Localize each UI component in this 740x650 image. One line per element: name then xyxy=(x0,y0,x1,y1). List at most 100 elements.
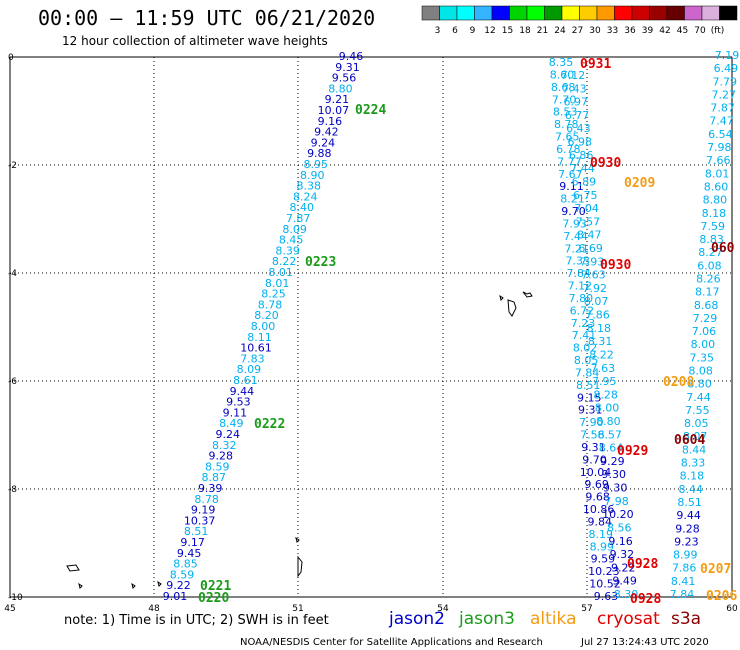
wave-height-value: 7.84 xyxy=(575,366,600,379)
wave-height-value: 10.86 xyxy=(583,503,615,516)
wave-height-value: 7.35 xyxy=(690,351,715,364)
wave-height-value: 8.99 xyxy=(590,540,615,553)
pass-label: 0207 xyxy=(700,562,731,577)
wave-height-value: 7.55 xyxy=(685,404,710,417)
credit-org: NOAA/NESDIS Center for Satellite Applica… xyxy=(240,637,543,648)
wave-height-value: 9.70 xyxy=(582,453,607,466)
pass-label: 0221 xyxy=(200,579,231,594)
island-shape xyxy=(297,555,303,578)
colorbar-label: 15 xyxy=(502,26,513,36)
colorbar-swatch xyxy=(544,5,563,21)
pass-label: 0220 xyxy=(198,591,229,606)
wave-height-value: 8.80 xyxy=(703,194,728,207)
colorbar-legend: 3 6 9 12 15 18 21 24 27 30 33 36 39 42 45 70 (ft) xyxy=(421,5,738,36)
wave-height-value: 10.52 xyxy=(589,578,621,591)
map-subtitle: 12 hour collection of altimeter wave hei… xyxy=(62,34,328,48)
wave-height-value: 8.59 xyxy=(205,460,230,473)
y-tick-label: -10 xyxy=(8,593,23,603)
wave-height-value: 8.07 xyxy=(683,430,708,443)
map-title: 00:00 – 11:59 UTC 06/21/2020 xyxy=(38,6,375,30)
x-tick-label: 48 xyxy=(148,604,160,614)
wave-height-value: 7.93 xyxy=(580,255,605,268)
colorbar-label: 18 xyxy=(519,26,531,36)
wave-height-value: 8.35 xyxy=(549,56,574,69)
colorbar-swatch xyxy=(719,5,738,21)
x-tick-label: 57 xyxy=(581,604,592,614)
wave-height-value: 8.38 xyxy=(297,180,322,193)
wave-height-value: 8.05 xyxy=(574,354,599,367)
wave-height-value: 9.19 xyxy=(191,504,216,517)
wave-height-value: 9.11 xyxy=(559,180,584,193)
wave-height-value: 9.11 xyxy=(223,406,248,419)
wave-height-value: 7.92 xyxy=(582,282,607,295)
wave-height-value: 9.31 xyxy=(581,441,606,454)
colorbar-swatch xyxy=(631,5,650,21)
wave-height-value: 8.64 xyxy=(599,442,624,455)
colorbar-label: 70 xyxy=(694,26,706,36)
wave-height-value: 8.59 xyxy=(170,568,195,581)
pass-label: 0930 xyxy=(600,258,631,273)
legend-jason3: jason3 xyxy=(458,609,515,629)
wave-height-value: 7.63 xyxy=(581,269,606,282)
x-tick-label: 54 xyxy=(437,604,449,614)
wave-height-value: 8.80 xyxy=(596,415,621,428)
wave-height-value: 9.31 xyxy=(578,404,603,417)
wave-height-value: 9.22 xyxy=(611,561,636,574)
wave-height-value: 9.32 xyxy=(610,548,635,561)
wave-height-value: 7.29 xyxy=(693,312,718,325)
colorbar-swatch xyxy=(421,5,440,21)
y-tick-label: 0 xyxy=(8,53,14,63)
wave-height-value: 9.15 xyxy=(577,391,602,404)
wave-height-value: 10.61 xyxy=(240,342,272,355)
wave-height-value: 8.44 xyxy=(679,483,704,496)
y-tick-label: -8 xyxy=(8,485,17,495)
wave-height-value: 8.95 xyxy=(304,158,329,171)
wave-height-value: 8.78 xyxy=(258,298,283,311)
legend-jason2: jason2 xyxy=(388,609,445,629)
colorbar-swatch xyxy=(596,5,615,21)
wave-height-value: 7.90 xyxy=(579,416,604,429)
colorbar-label: 27 xyxy=(572,26,583,36)
wave-height-value: 9.39 xyxy=(198,482,223,495)
wave-height-value: 9.22 xyxy=(166,579,191,592)
wave-height-value: 9.44 xyxy=(230,385,255,398)
wave-height-value: 7.67 xyxy=(558,168,583,181)
wave-height-value: 10.04 xyxy=(580,466,612,479)
pass-label: 0928 xyxy=(627,557,658,572)
wave-height-value: 9.29 xyxy=(600,455,625,468)
wave-height-value: 6.43 xyxy=(566,122,591,135)
wave-height-value: 9.30 xyxy=(602,468,627,481)
pass-label: 0931 xyxy=(580,57,611,72)
wave-height-value: 8.44 xyxy=(682,443,707,456)
colorbar-label: 24 xyxy=(554,26,566,36)
colorbar-label: 33 xyxy=(607,26,618,36)
wave-height-value: 9.88 xyxy=(307,147,332,160)
colorbar-swatch xyxy=(474,5,493,21)
pass-label: 0224 xyxy=(355,103,386,118)
wave-height-value: 9.68 xyxy=(585,491,610,504)
legend-cryosat: cryosat xyxy=(597,609,660,629)
wave-height-value: 8.00 xyxy=(691,338,716,351)
wave-height-value: 8.49 xyxy=(219,417,244,430)
wave-height-value: 8.00 xyxy=(251,320,276,333)
wave-height-value: 6.98 xyxy=(568,136,593,149)
wave-height-value: 8.17 xyxy=(695,286,720,299)
island-shape xyxy=(507,299,517,317)
wave-height-value: 8.45 xyxy=(279,234,304,247)
wave-height-value: 8.22 xyxy=(589,348,614,361)
wave-height-value: 6.69 xyxy=(578,242,603,255)
wave-height-value: 7.33 xyxy=(565,255,590,268)
wave-height-value: 8.08 xyxy=(688,365,713,378)
wave-height-value: 8.09 xyxy=(282,223,307,236)
wave-height-value: 9.24 xyxy=(311,136,336,149)
wave-height-value: 8.00 xyxy=(595,402,620,415)
wave-height-value: 8.19 xyxy=(589,528,614,541)
satellite-legend: jason2 jason3 altika cryosat s3a xyxy=(388,609,701,629)
wave-height-value: 7.12 xyxy=(568,280,593,293)
wave-height-value: 10.37 xyxy=(184,514,216,527)
wave-height-value: 8.51 xyxy=(677,496,702,509)
wave-height-value: 7.98 xyxy=(604,495,629,508)
wave-height-value: 7.43 xyxy=(562,82,587,95)
wave-height-value: 7.77 xyxy=(557,155,582,168)
wave-height-value: 8.31 xyxy=(588,335,613,348)
